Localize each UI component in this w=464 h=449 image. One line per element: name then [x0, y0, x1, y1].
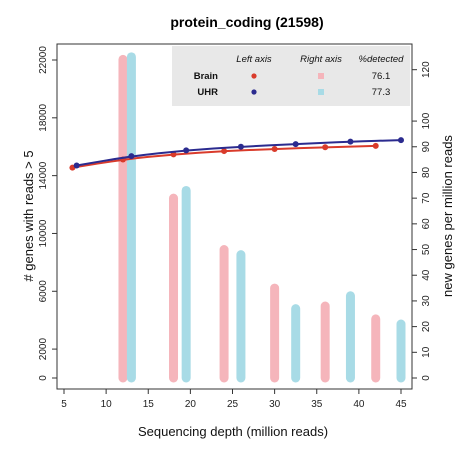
point-uhr-3 — [237, 143, 244, 150]
point-uhr-1 — [128, 153, 135, 160]
x-tick-label-25: 25 — [227, 399, 239, 410]
legend-box — [172, 46, 410, 106]
x-tick-label-20: 20 — [185, 399, 197, 410]
x-tick-label-5: 5 — [61, 399, 67, 410]
y-left-tick-label-2000: 2000 — [38, 338, 49, 361]
point-uhr-4 — [292, 141, 299, 148]
legend-point-uhr — [251, 89, 257, 95]
x-tick-label-30: 30 — [269, 399, 281, 410]
line-layer — [69, 137, 404, 171]
legend-pct-brain: 76.1 — [372, 71, 391, 82]
legend-label-brain: Brain — [194, 71, 218, 82]
legend-point-brain — [251, 73, 257, 79]
x-axis: 5 10 15 20 25 30 35 40 45 — [61, 389, 407, 410]
legend: Left axis Right axis %detected Brain 76.1 UHR… — [172, 46, 410, 106]
y-left-tick-label-6000: 6000 — [38, 280, 49, 303]
y-axis-left-label: # genes with reads > 5 — [21, 150, 36, 281]
y-left-tick-label-0: 0 — [38, 375, 49, 381]
y-right-tick-label-120: 120 — [421, 61, 432, 78]
point-brain-3 — [221, 148, 228, 155]
bar-layer — [118, 52, 406, 383]
x-tick-label-10: 10 — [101, 399, 113, 410]
x-tick-label-15: 15 — [143, 399, 155, 410]
point-uhr-5 — [347, 138, 354, 145]
point-brain-5 — [322, 144, 329, 151]
legend-header-0: Left axis — [236, 54, 272, 65]
point-uhr-2 — [183, 147, 190, 154]
y-left-tick-label-10000: 10000 — [38, 219, 49, 247]
legend-label-uhr: UHR — [197, 87, 218, 98]
y-right-tick-label-30: 30 — [421, 295, 432, 307]
legend-header-2: %detected — [359, 54, 405, 65]
legend-bar-swatch-uhr — [318, 89, 324, 95]
y-left-tick-label-22000: 22000 — [38, 46, 49, 74]
point-uhr-0 — [73, 162, 80, 169]
y-right-tick-label-0: 0 — [421, 375, 432, 381]
y-right-tick-label-90: 90 — [421, 141, 432, 153]
y-right-tick-label-50: 50 — [421, 244, 432, 256]
y-left-tick-label-14000: 14000 — [38, 161, 49, 189]
y-axis-left: 0 2000 6000 10000 14000 18000 22000 — [38, 46, 57, 381]
y-right-tick-label-60: 60 — [421, 218, 432, 230]
legend-bar-swatch-brain — [318, 73, 324, 79]
x-tick-label-45: 45 — [395, 399, 407, 410]
y-left-tick-label-18000: 18000 — [38, 103, 49, 131]
y-right-tick-label-20: 20 — [421, 321, 432, 333]
x-axis-label: Sequencing depth (million reads) — [138, 424, 328, 439]
y-right-tick-label-70: 70 — [421, 192, 432, 204]
x-tick-label-35: 35 — [311, 399, 323, 410]
y-axis-right: 0 10 20 30 40 50 60 70 80 90 100 120 — [412, 61, 432, 381]
legend-header-1: Right axis — [300, 54, 342, 65]
point-uhr-6 — [398, 137, 404, 144]
point-brain-6 — [372, 142, 379, 149]
point-brain-4 — [271, 146, 278, 153]
y-right-tick-label-80: 80 — [421, 166, 432, 178]
plot-frame — [56, 43, 413, 390]
y-right-tick-label-10: 10 — [421, 346, 432, 358]
y-right-tick-label-100: 100 — [421, 112, 432, 129]
legend-pct-uhr: 77.3 — [372, 87, 391, 98]
y-right-tick-label-40: 40 — [421, 269, 432, 281]
chart-title: protein_coding (21598) — [170, 14, 323, 30]
y-axis-right-label: new genes per million reads — [440, 135, 455, 297]
x-tick-label-40: 40 — [353, 399, 365, 410]
